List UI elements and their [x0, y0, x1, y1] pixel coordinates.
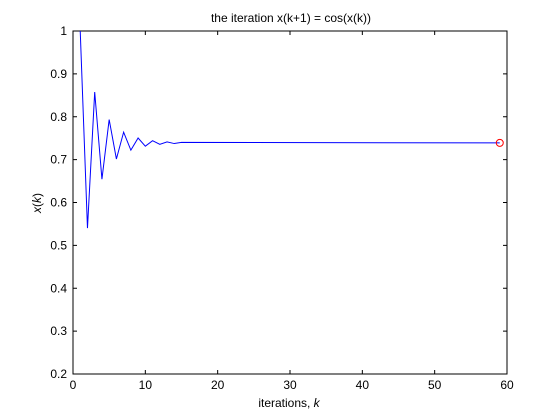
y-tick-label: 0.8: [50, 110, 67, 124]
y-tick-label: 0.2: [50, 367, 67, 381]
y-axis-title-close: ): [30, 193, 44, 197]
y-tick-label: 0.4: [50, 281, 67, 295]
y-tick-label: 0.6: [50, 196, 67, 210]
y-tick-label: 0.7: [50, 153, 67, 167]
x-tick-label: 0: [70, 378, 77, 392]
y-tick-label: 1: [60, 24, 67, 38]
y-tick-label: 0.9: [50, 67, 67, 81]
x-tick-label: 40: [356, 378, 370, 392]
y-axis-title: x(k): [30, 193, 44, 214]
y-tick-label: 0.3: [50, 324, 67, 338]
x-tick-label: 20: [211, 378, 225, 392]
axes-box: [73, 31, 507, 374]
x-axis-title: iterations, k: [258, 396, 320, 410]
x-tick-label: 10: [139, 378, 153, 392]
x-tick-label: 60: [500, 378, 514, 392]
y-tick-label: 0.5: [50, 238, 67, 252]
plot-area: 0 10 20 30 40 50 60 0.2 0.3 0.4 0.5 0.6 0.7 0.8 0.9 1: [50, 24, 514, 392]
x-tick-label: 50: [428, 378, 442, 392]
x-tick-label: 30: [283, 378, 297, 392]
chart-title: the iteration x(k+1) = cos(x(k)): [211, 11, 371, 25]
